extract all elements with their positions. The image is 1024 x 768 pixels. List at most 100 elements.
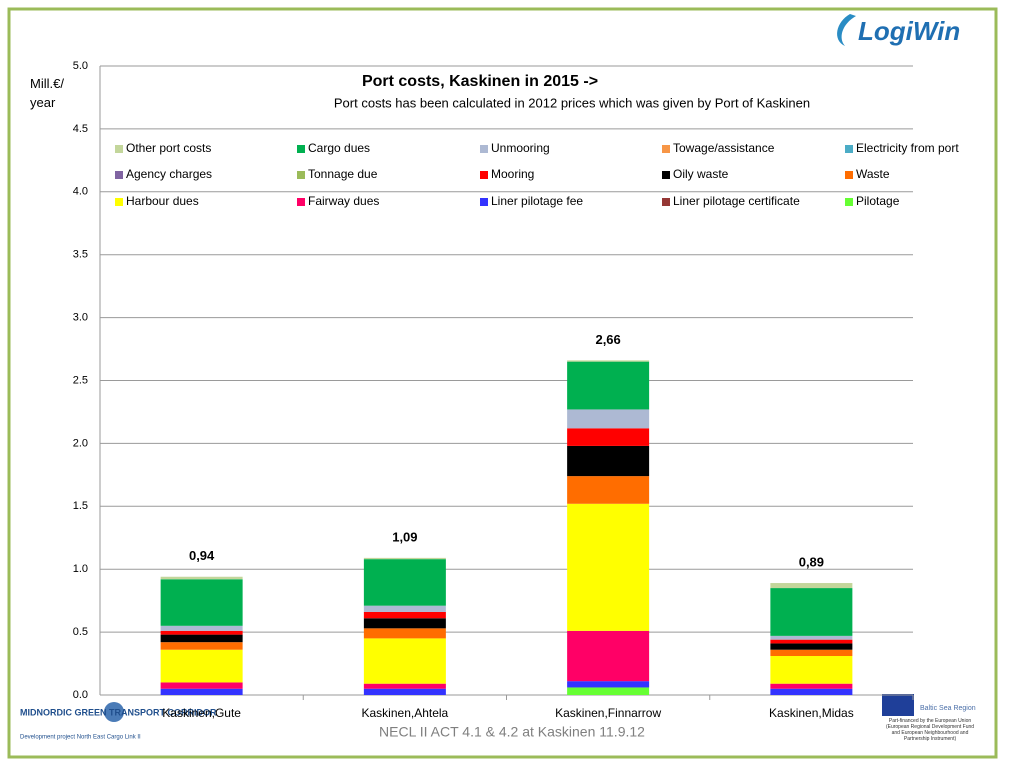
bar-segment [160, 682, 243, 689]
bar-segment [770, 688, 853, 695]
bar-segment [770, 635, 853, 640]
logo-globe [104, 702, 124, 722]
legend-swatch [662, 198, 670, 206]
midnordic-logo: MIDNORDIC GREEN TRANSPORT CORRIDOR Devel… [20, 702, 217, 741]
bar-segment [567, 445, 650, 477]
y-tick-label: 0.5 [73, 626, 88, 638]
legend-swatch [115, 145, 123, 153]
total-label: 0,89 [799, 554, 824, 569]
legend-label: Other port costs [126, 141, 211, 155]
legend-label: Harbour dues [126, 194, 199, 208]
chart-subtitle: Port costs has been calculated in 2012 p… [334, 95, 810, 110]
legend-swatch [115, 171, 123, 179]
y-tick-label: 4.5 [73, 123, 88, 135]
bar-segment [160, 642, 243, 650]
bar-segment [160, 576, 243, 580]
bar-segment [363, 618, 446, 629]
legend-swatch [662, 171, 670, 179]
chart-title: Port costs, Kaskinen in 2015 -> [362, 73, 598, 90]
bar-segment [363, 611, 446, 619]
bar-segment [567, 503, 650, 631]
bar-segment [770, 643, 853, 650]
eu-logo: Baltic Sea Region Part-financed by the E… [882, 694, 976, 742]
bar-segment [363, 683, 446, 689]
legend-swatch [480, 145, 488, 153]
legend-label: Fairway dues [308, 194, 379, 208]
legend-swatch [845, 145, 853, 153]
logo-text: LogiWin [858, 16, 960, 46]
legend-swatch [297, 171, 305, 179]
bar-segment [567, 630, 650, 682]
bar-segment [160, 634, 243, 643]
legend-swatch [480, 171, 488, 179]
x-tick-label: Kaskinen,Gute [162, 706, 241, 720]
bar-segment [567, 428, 650, 446]
x-tick-label: Kaskinen,Finnarrow [555, 706, 661, 720]
eu-note: Part-financed by the European Union (Eur… [885, 718, 975, 742]
legend-swatch [297, 198, 305, 206]
legend-label: Agency charges [126, 167, 212, 181]
y-tick-label: 0.0 [73, 689, 88, 701]
bar-segment [770, 656, 853, 684]
legend-label: Electricity from port [856, 141, 959, 155]
bar-segment [363, 605, 446, 612]
legend-swatch [662, 145, 670, 153]
legend-label: Towage/assistance [673, 141, 775, 155]
legend-swatch [845, 171, 853, 179]
bar-segment [770, 649, 853, 657]
legend-label: Cargo dues [308, 141, 370, 155]
eu-program: Baltic Sea Region [920, 705, 976, 712]
bar-segment [160, 625, 243, 631]
legend-label: Liner pilotage fee [491, 194, 583, 208]
y-tick-label: 4.0 [73, 186, 88, 198]
bar-segment [363, 559, 446, 606]
bar-segment [160, 688, 243, 695]
y-axis-label: Mill.€/ year [30, 76, 64, 110]
total-label: 2,66 [595, 332, 620, 347]
y-tick-label: 5.0 [73, 60, 88, 72]
y-tick-label: 1.0 [73, 563, 88, 575]
bar-segment [363, 628, 446, 639]
bar-segment [567, 476, 650, 504]
bar-segment [567, 409, 650, 429]
legend-swatch [297, 145, 305, 153]
corridor-logo: MIDNORDIC GREEN TRANSPORT CORRIDOR [20, 707, 217, 717]
legend-swatch [115, 198, 123, 206]
bar-segment [567, 681, 650, 688]
legend-label: Tonnage due [308, 167, 378, 181]
x-tick-label: Kaskinen,Midas [769, 706, 854, 720]
total-label: 1,09 [392, 529, 417, 544]
logo-swoosh [837, 14, 856, 46]
legend-label: Waste [856, 167, 890, 181]
y-tick-label: 2.5 [73, 374, 88, 386]
legend-label: Pilotage [856, 194, 900, 208]
x-tick-label: Kaskinen,Ahtela [362, 706, 449, 720]
total-label: 0,94 [189, 548, 215, 563]
eu-flag [882, 694, 914, 716]
corridor-subtitle: Development project North East Cargo Lin… [20, 735, 141, 741]
bar-segment [160, 630, 243, 635]
legend-label: Liner pilotage certificate [673, 194, 800, 208]
eu-note-box: Part-financed by the European Union (Eur… [885, 718, 975, 742]
slide-frame [7, 7, 998, 759]
legend-swatch [480, 198, 488, 206]
legend-label: Mooring [491, 167, 534, 181]
bar-segment [770, 583, 853, 589]
y-tick-label: 3.0 [73, 312, 88, 324]
bar-segment [363, 638, 446, 684]
logiwin-logo: LogiWin [837, 14, 960, 46]
bar-segment [770, 639, 853, 644]
legend-label: Unmooring [491, 141, 550, 155]
bar-segment [770, 588, 853, 636]
bar-segment [363, 688, 446, 695]
bar-segment [567, 361, 650, 410]
legend-swatch [845, 198, 853, 206]
footer: NECL II ACT 4.1 & 4.2 at Kaskinen 11.9.1… [379, 724, 645, 740]
y-tick-label: 1.5 [73, 500, 88, 512]
bar-segment [770, 683, 853, 689]
bar-segment [567, 687, 650, 695]
y-tick-label: 2.0 [73, 437, 88, 449]
bar-segment [160, 649, 243, 683]
